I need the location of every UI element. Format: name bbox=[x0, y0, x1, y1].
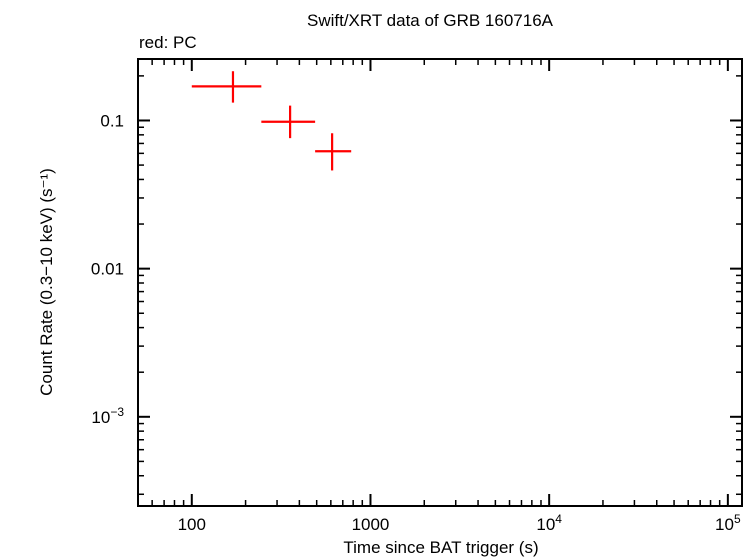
y-tick-labels: 0.1 0.01 10−3 bbox=[91, 111, 124, 426]
x-tick-label: 104 bbox=[536, 512, 562, 534]
axis-ticks bbox=[137, 59, 742, 506]
data-points bbox=[191, 71, 352, 171]
x-tick-labels: 100 1000 104 105 bbox=[178, 512, 741, 534]
plot-frame bbox=[137, 58, 743, 507]
y-tick-label: 10−3 bbox=[91, 405, 124, 427]
y-tick-label: 0.01 bbox=[91, 260, 124, 279]
x-axis-label: Time since BAT trigger (s) bbox=[343, 538, 538, 557]
y-axis-label: Count Rate (0.3−10 keV) (s⁻¹) bbox=[37, 168, 56, 396]
chart-title: Swift/XRT data of GRB 160716A bbox=[307, 11, 554, 30]
y-tick-label: 0.1 bbox=[100, 111, 124, 130]
x-tick-label: 105 bbox=[715, 512, 741, 534]
x-tick-label: 100 bbox=[178, 515, 206, 534]
x-tick-label: 1000 bbox=[352, 515, 390, 534]
chart-subtitle: red: PC bbox=[139, 33, 197, 52]
